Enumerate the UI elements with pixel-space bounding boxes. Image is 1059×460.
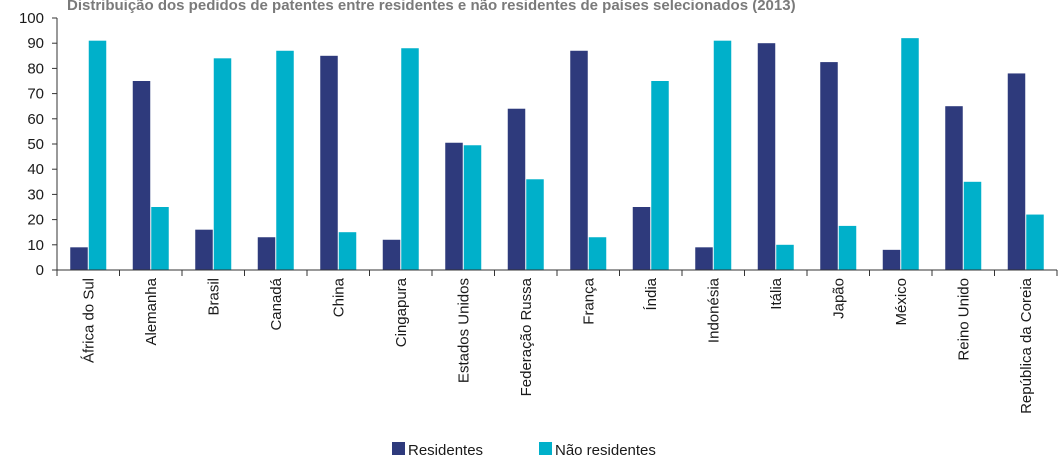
bar-residentes [257, 237, 276, 270]
x-tick-label: Japão [830, 278, 847, 319]
bar-nao-residentes [526, 179, 544, 270]
x-tick-label: Índia [643, 277, 660, 310]
bar-residentes [632, 207, 651, 270]
y-tick-label: 0 [36, 262, 44, 279]
y-tick-label: 90 [27, 35, 44, 52]
bar-nao-residentes [1026, 214, 1044, 270]
y-tick-label: 80 [27, 60, 44, 77]
bar-nao-residentes [963, 181, 982, 270]
bar-nao-residentes [401, 48, 419, 270]
y-axis: 0 10 20 30 40 50 60 70 80 90 100 [19, 10, 58, 279]
bar-nao-residentes [88, 40, 107, 271]
bar-residentes [1007, 73, 1026, 270]
bar-residentes [757, 43, 776, 271]
y-tick-label: 100 [19, 10, 44, 27]
legend-label-1: Não residentes [555, 442, 656, 459]
bar-residentes [445, 142, 463, 270]
bar-residentes [132, 81, 151, 270]
y-tick-label: 10 [27, 237, 44, 254]
legend-label-0: Residentes [408, 442, 483, 459]
bar-nao-residentes [713, 40, 732, 271]
bar-residentes [570, 50, 588, 271]
bar-residentes [945, 106, 963, 270]
y-tick-label: 70 [27, 86, 44, 103]
chart-title: Distribuição dos pedidos de patentes ent… [67, 0, 796, 14]
x-tick-label: Canadá [268, 277, 285, 330]
bars [70, 38, 1044, 271]
bar-residentes [382, 239, 401, 270]
x-tick-label: Indonésia [705, 277, 722, 343]
legend-swatch-1 [539, 442, 552, 455]
y-tick-label: 60 [27, 111, 44, 128]
x-tick-label: Itália [768, 277, 785, 309]
bar-nao-residentes [651, 81, 669, 270]
x-tick-label: Reino Unido [955, 278, 972, 361]
x-tick-label: República da Coreia [1018, 277, 1035, 414]
y-tick-label: 30 [27, 186, 44, 203]
bar-residentes [320, 55, 338, 270]
x-tick-label: França [580, 277, 597, 324]
bar-residentes [70, 247, 88, 270]
bar-residentes [820, 62, 838, 270]
bar-residentes [195, 229, 213, 270]
bar-nao-residentes [588, 237, 607, 270]
x-tick-label: África do Sul [80, 278, 97, 363]
x-tick-label: Federação Russa [518, 277, 535, 396]
bar-nao-residentes [213, 58, 232, 270]
bar-nao-residentes [151, 207, 169, 270]
x-tick-label: Alemanha [143, 277, 160, 345]
x-axis: África do Sul Alemanha Brasil Canadá China Ci… [56, 269, 1058, 414]
bar-nao-residentes [776, 244, 794, 270]
legend-swatch-0 [392, 442, 405, 455]
bar-residentes [695, 247, 713, 270]
bar-nao-residentes [838, 225, 857, 270]
x-tick-label: México [893, 278, 910, 326]
bar-nao-residentes [338, 232, 357, 270]
bar-nao-residentes [276, 50, 294, 271]
x-tick-label: Cingapura [393, 277, 410, 347]
x-tick-label: Estados Unidos [455, 278, 472, 383]
y-tick-label: 50 [27, 136, 44, 153]
bar-nao-residentes [901, 38, 919, 270]
bar-residentes [507, 108, 526, 270]
bar-residentes [882, 249, 901, 270]
y-tick-label: 20 [27, 212, 44, 229]
x-tick-label: Brasil [205, 278, 222, 316]
x-tick-label: China [330, 277, 347, 317]
bar-nao-residentes [463, 145, 482, 270]
y-tick-label: 40 [27, 161, 44, 178]
legend: Residentes Não residentes [392, 442, 656, 459]
